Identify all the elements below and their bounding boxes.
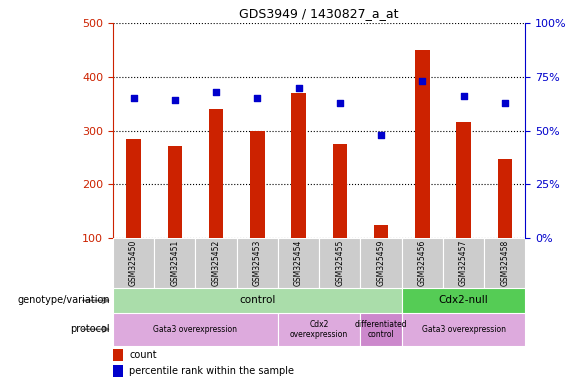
Text: differentiated
control: differentiated control <box>355 319 407 339</box>
Bar <box>113 349 123 361</box>
Text: GSM325457: GSM325457 <box>459 240 468 286</box>
Bar <box>113 313 278 346</box>
Text: control: control <box>239 295 276 306</box>
Point <box>418 78 427 84</box>
Bar <box>154 238 195 288</box>
Text: Cdx2
overexpression: Cdx2 overexpression <box>290 319 349 339</box>
Bar <box>278 313 360 346</box>
Point <box>294 84 303 91</box>
Point <box>171 98 180 104</box>
Bar <box>168 146 182 238</box>
Bar <box>360 238 402 288</box>
Point <box>335 99 344 106</box>
Text: count: count <box>129 350 157 360</box>
Bar <box>415 50 429 238</box>
Bar <box>127 139 141 238</box>
Text: GSM325458: GSM325458 <box>501 240 509 286</box>
Bar <box>402 238 443 288</box>
Text: Cdx2-null: Cdx2-null <box>438 295 489 306</box>
Point <box>253 95 262 101</box>
Text: GSM325452: GSM325452 <box>212 240 220 286</box>
Text: percentile rank within the sample: percentile rank within the sample <box>129 366 294 376</box>
Point <box>129 95 138 101</box>
Bar <box>333 144 347 238</box>
Bar <box>457 122 471 238</box>
Bar <box>484 238 525 288</box>
Text: genotype/variation: genotype/variation <box>18 295 110 306</box>
Text: Gata3 overexpression: Gata3 overexpression <box>154 325 237 334</box>
Bar <box>113 365 123 377</box>
Bar <box>360 313 402 346</box>
Text: GSM325451: GSM325451 <box>171 240 179 286</box>
Bar <box>402 313 525 346</box>
Bar <box>237 238 278 288</box>
Bar <box>113 238 154 288</box>
Bar <box>292 93 306 238</box>
Point <box>211 89 220 95</box>
Bar <box>319 238 360 288</box>
Bar <box>209 109 223 238</box>
Point <box>501 99 510 106</box>
Text: GSM325455: GSM325455 <box>336 240 344 286</box>
Bar <box>195 238 237 288</box>
Bar <box>498 159 512 238</box>
Text: protocol: protocol <box>71 324 110 334</box>
Bar <box>374 225 388 238</box>
Title: GDS3949 / 1430827_a_at: GDS3949 / 1430827_a_at <box>240 7 399 20</box>
Text: GSM325459: GSM325459 <box>377 240 385 286</box>
Point <box>376 132 385 138</box>
Point <box>459 93 468 99</box>
Text: GSM325453: GSM325453 <box>253 240 262 286</box>
Text: GSM325450: GSM325450 <box>129 240 138 286</box>
Bar <box>278 238 319 288</box>
Text: GSM325456: GSM325456 <box>418 240 427 286</box>
Bar <box>402 288 525 313</box>
Bar <box>250 131 264 238</box>
Bar <box>113 288 402 313</box>
Text: Gata3 overexpression: Gata3 overexpression <box>421 325 506 334</box>
Bar <box>443 238 484 288</box>
Text: GSM325454: GSM325454 <box>294 240 303 286</box>
